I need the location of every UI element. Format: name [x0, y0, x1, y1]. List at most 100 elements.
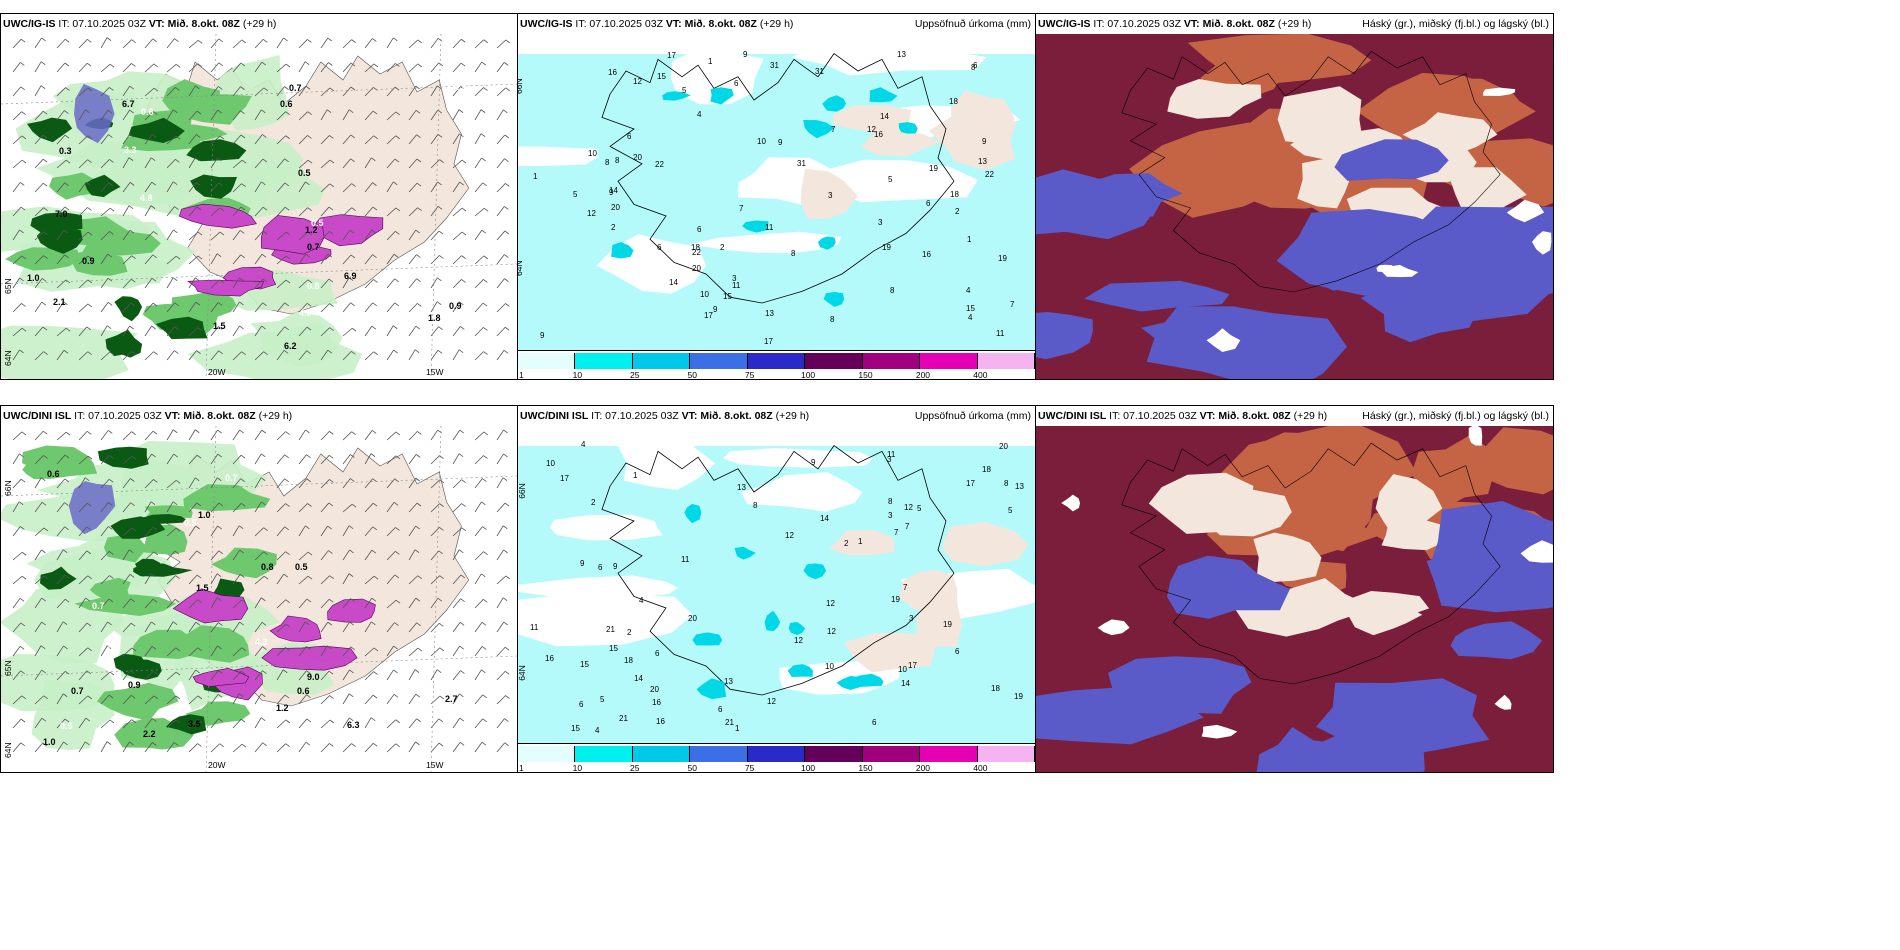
precip-value-label: 16 [608, 68, 617, 77]
precip-value-label: 12 [587, 209, 596, 218]
precip-value-label: 11 [887, 450, 896, 459]
precip-value-label: 20 [999, 442, 1008, 451]
panel-bottom-precip: UWC/DINI ISL IT: 07.10.2025 03Z VT: Mið.… [517, 405, 1036, 773]
colorbar-tick-label: 50 [687, 763, 697, 773]
precip-value-label: 15 [571, 724, 580, 733]
lon-label-20w: 20W [208, 760, 226, 770]
wind-value-label: 4.8 [404, 659, 417, 669]
wind-value-label: 3.3 [396, 692, 409, 702]
colorbar-swatch [690, 353, 748, 369]
wind-value-label: 0.6 [280, 99, 293, 109]
precip-value-label: 10 [898, 665, 907, 674]
precip-value-label: 9 [713, 305, 718, 314]
precip-value-label: 8 [791, 249, 796, 258]
precip-value-label: 5 [888, 175, 893, 184]
wind-value-label: 4.8 [140, 193, 153, 203]
precip-colorbar: 1 10 25 50 75 100 150 200 400 [518, 350, 1035, 379]
precip-value-label: 15 [609, 644, 618, 653]
precip-value-label: 11 [765, 223, 774, 232]
precip-value-label: 16 [545, 654, 554, 663]
lat-label-66n: 66N [3, 480, 13, 496]
panel-title: UWC/DINI ISL IT: 07.10.2025 03Z VT: Mið.… [1038, 410, 1328, 422]
precip-value-label: 18 [624, 656, 633, 665]
colorbar-tick-label: 1 [519, 370, 524, 380]
colorbar-tick-label: 200 [915, 370, 931, 380]
precip-value-label: 11 [681, 555, 690, 564]
precip-value-label: 4 [697, 110, 702, 119]
lon-label-20w: 20W [208, 367, 226, 377]
precip-value-label: 13 [978, 157, 987, 166]
wind-value-label: 1.5 [196, 583, 209, 593]
precip-value-label: 13 [724, 677, 733, 686]
precip-value-label: 15 [723, 292, 732, 301]
wind-value-label: 0.5 [295, 562, 308, 572]
precip-value-label: 2 [627, 628, 632, 637]
wind-value-label: 0.6 [108, 642, 121, 652]
wind-map: 4.3 6.3 9.0 4.8 2.7 0.9 0.6 0.5 3.5 3.3 1.0 1.5 0.7 1… [1, 426, 517, 772]
cloud-map [1036, 34, 1553, 379]
precip-value-label: 6 [718, 705, 723, 714]
precip-value-label: 8 [605, 158, 610, 167]
precip-value-label: 17 [966, 479, 975, 488]
precip-value-label: 19 [943, 620, 952, 629]
precip-value-label: 6 [955, 647, 960, 656]
precip-value-label: 8 [888, 497, 893, 506]
colorbar-tick-label: 400 [973, 370, 988, 380]
precip-value-label: 13 [737, 483, 746, 492]
precip-value-label: 6 [734, 79, 739, 88]
precip-value-label: 17 [704, 311, 713, 320]
wind-value-label: 0.9 [449, 301, 462, 311]
precip-value-label: 14 [634, 674, 643, 683]
precip-value-label: 12 [794, 636, 803, 645]
lon-label-15w: 15W [426, 760, 444, 770]
precip-value-label: 1 [633, 471, 638, 480]
panel-title: UWC/DINI ISL IT: 07.10.2025 03Z VT: Mið.… [520, 410, 810, 422]
precip-value-label: 11 [530, 623, 539, 632]
colorbar-tick-label: 150 [858, 370, 873, 380]
precip-value-label: 16 [874, 130, 883, 139]
precip-value-label: 21 [725, 718, 734, 727]
precip-value-label: 9 [811, 458, 816, 467]
precip-value-label: 3 [732, 274, 737, 283]
wind-value-label: 0.5 [60, 721, 73, 731]
precip-value-label: 8 [971, 63, 976, 72]
panel-title: UWC/DINI ISL IT: 07.10.2025 03Z VT: Mið.… [3, 410, 293, 422]
precip-value-label: 13 [765, 309, 774, 318]
precip-value-label: 4 [966, 286, 971, 295]
precip-value-label: 2 [844, 539, 849, 548]
wind-value-label: 2.5 [454, 82, 467, 92]
colorbar-swatch [632, 353, 691, 369]
wind-value-label: 6.9 [344, 271, 357, 281]
precip-value-label: 4 [968, 313, 973, 322]
precip-value-label: 5 [1008, 506, 1013, 515]
precip-value-label: 16 [922, 250, 931, 259]
wind-value-label: 0.8 [261, 562, 274, 572]
colorbar-tick-label: 10 [572, 370, 583, 380]
precip-value-label: 8 [830, 315, 835, 324]
precip-value-label: 4 [581, 440, 586, 449]
precip-value-label: 17 [667, 51, 676, 60]
precip-value-label: 6 [655, 649, 660, 658]
panel-right-title: Uppsöfnuð úrkoma (mm) [914, 410, 1031, 422]
precip-value-label: 8 [1004, 479, 1009, 488]
wind-value-label: 1.0 [198, 510, 211, 520]
wind-value-label: 1.5 [213, 321, 226, 331]
colorbar-swatch [747, 353, 806, 369]
wind-value-label: 0.7 [289, 83, 302, 93]
precip-value-label: 6 [579, 700, 584, 709]
wind-value-label: 0.7 [71, 686, 84, 696]
wind-value-label: 0.3 [59, 146, 72, 156]
wind-value-label: 1.0 [43, 737, 56, 747]
colorbar-swatch [920, 746, 978, 762]
wind-value-label: 4.3 [255, 637, 268, 647]
wind-value-label: 3.3 [458, 220, 471, 230]
wind-value-label: 6.7 [122, 99, 135, 109]
colorbar-swatch [575, 746, 633, 762]
colorbar-tick-label: 200 [915, 763, 931, 773]
panel-bottom-wind: UWC/DINI ISL IT: 07.10.2025 03Z VT: Mið.… [0, 405, 518, 773]
precip-value-label: 9 [540, 331, 545, 340]
colorbar-tick-label: 10 [572, 763, 583, 773]
precip-value-label: 14 [880, 112, 889, 121]
precip-colorbar: 1 10 25 50 75 100 150 200 400 [518, 743, 1035, 772]
wind-value-label: 3.3 [124, 145, 137, 155]
